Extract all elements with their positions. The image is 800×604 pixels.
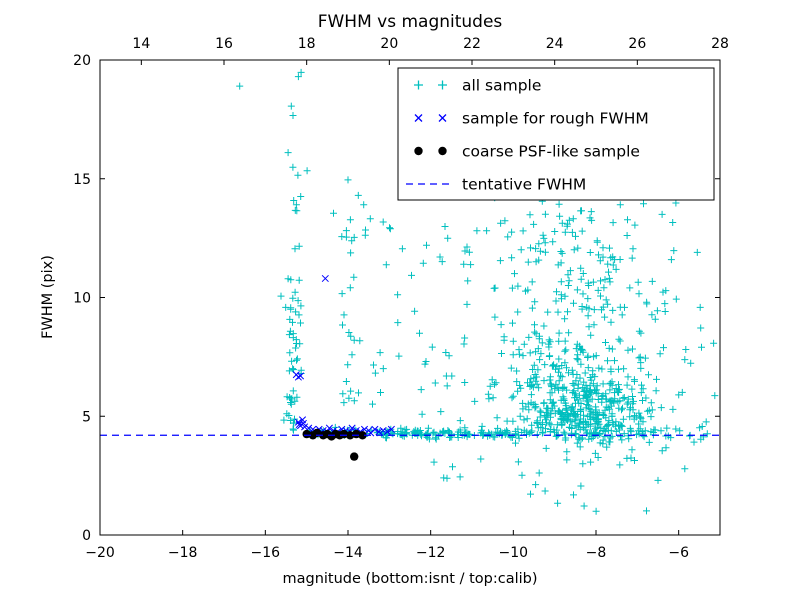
x-top-tick-label: 22 [463,36,481,52]
chart-title: FWHM vs magnitudes [318,12,503,32]
legend-label-rough-fwhm: sample for rough FWHM [462,110,649,128]
x-top-tick-label: 28 [711,36,729,52]
x-bottom-tick-label: −8 [586,545,607,561]
axis-ticks: −20 −18 −16 −14 −12 −10 −8 −6 14 16 18 20 22 24 26 28 0 5… [73,36,729,561]
legend-label-tentative-fwhm: tentative FWHM [462,176,586,194]
legend-label-all-sample: all sample [462,77,541,95]
x-top-tick-label: 20 [380,36,398,52]
legend-marker-plus-icon [414,80,447,90]
plot-data-area [100,68,720,515]
x-top-tick-label: 16 [215,36,233,52]
x-top-tick-label: 18 [298,36,316,52]
x-bottom-tick-label: −6 [668,545,689,561]
x-axis-label: magnitude (bottom:isnt / top:calib) [282,571,537,587]
legend-marker-dot-icon [414,146,423,156]
series-all-sample-points [236,68,719,515]
y-tick-label: 20 [73,53,91,69]
y-tick-label: 0 [82,528,91,544]
legend: all sample sample for rough FWHM coarse … [397,67,715,201]
series-psf-like-points [302,428,367,461]
legend-marker-x-icon [414,114,447,122]
y-tick-label: 10 [73,291,91,307]
y-tick-label: 15 [73,172,91,188]
legend-box [397,67,715,201]
psf-point [358,431,367,440]
legend-marker-dot2-icon [438,146,447,156]
x-bottom-tick-label: −16 [251,545,281,561]
x-bottom-tick-label: −12 [416,545,446,561]
y-axis-label: FWHM (pix) [40,255,56,339]
x-top-tick-label: 26 [628,36,646,52]
x-bottom-tick-label: −14 [333,545,363,561]
series-rough-fwhm-points [292,274,395,437]
x-bottom-tick-label: −18 [168,545,198,561]
psf-point [350,452,359,461]
y-tick-label: 5 [82,409,91,425]
x-bottom-tick-label: −20 [85,545,115,561]
x-top-tick-label: 24 [546,36,564,52]
x-bottom-tick-label: −10 [499,545,529,561]
x-top-tick-label: 14 [132,36,150,52]
legend-label-psf-sample: coarse PSF-like sample [462,143,640,161]
